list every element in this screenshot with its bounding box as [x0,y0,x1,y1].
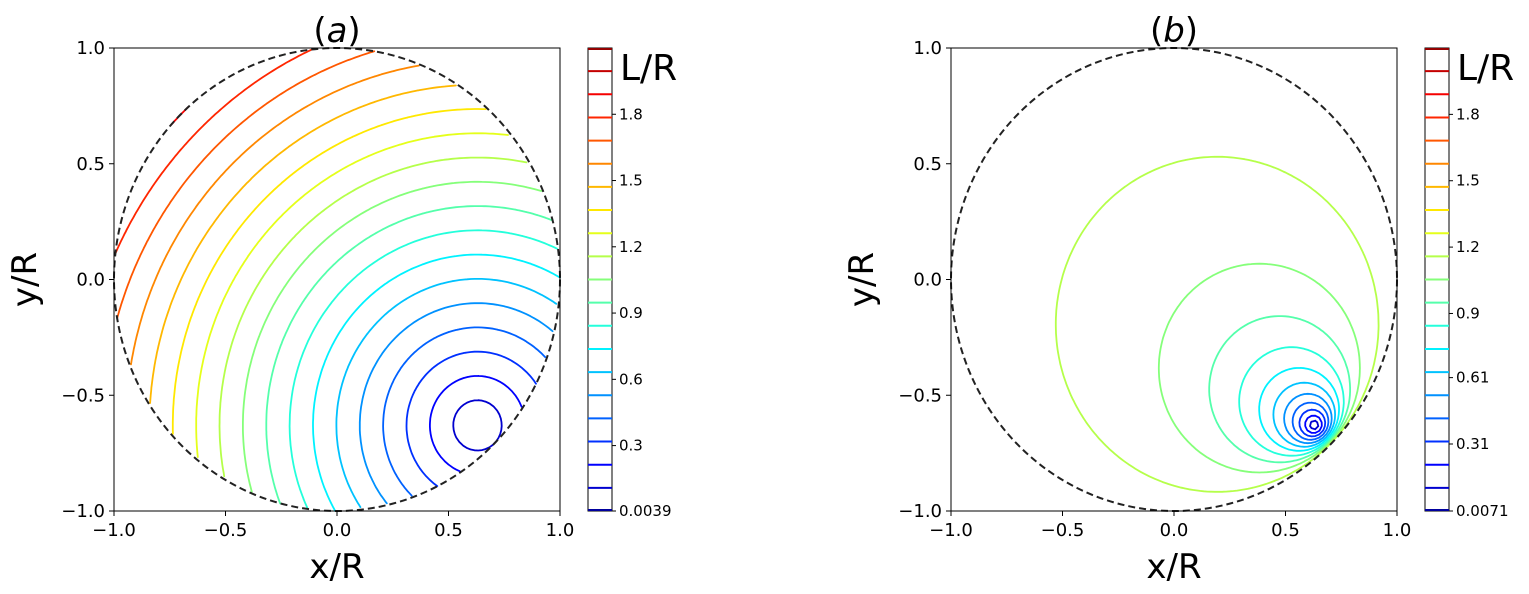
contour-line-2 [1304,414,1323,434]
contour-line-8 [288,229,558,509]
colorbar: 0.0039 0.3 0.6 0.9 1.2 1.5 1.8 [587,47,672,520]
y-tick-label: 0.5 [76,154,105,175]
panel-title: (b) [1150,11,1198,51]
colorbar-tick-label: 1.8 [619,105,643,123]
colorbar-tick-label: 0.31 [1456,435,1489,453]
contour-line-5 [358,302,554,505]
contour-line-1 [452,399,503,452]
y-tick-label: −1.0 [898,501,942,522]
y-tick-label: 1.0 [913,38,942,59]
contour-line-10 [1157,262,1361,474]
y-tick-label: 1.0 [76,38,105,59]
y-tick-label: −0.5 [61,385,105,406]
colorbar: 0.0071 0.31 0.61 0.9 1.2 1.5 1.8 [1424,47,1509,520]
panel-title: (a) [313,11,360,51]
colorbar-label: L/R [1457,48,1514,89]
y-tick-label: 0.5 [913,154,942,175]
x-tick-label: 0.0 [1160,520,1189,541]
contour-line-15 [130,64,420,366]
colorbar-tick-label: 1.5 [1456,172,1480,190]
x-tick-label: 1.0 [546,520,575,541]
contour-line-9 [1208,315,1351,464]
contour-line-4 [1291,401,1330,441]
x-tick-label: −1.0 [929,520,973,541]
contour-line-11 [218,156,528,478]
x-tick-label: −1.0 [92,520,136,541]
contour-line-7 [312,253,561,512]
contour-line-1 [1309,419,1320,431]
colorbar-tick-label: 0.0071 [1456,502,1509,520]
contour-line-3 [1298,408,1327,438]
contour-line-11 [1054,155,1380,493]
contour-line-14 [149,84,457,404]
y-axis-label: y/R [842,252,882,307]
contour-line-5 [1283,392,1333,445]
colorbar-tick-label: 0.6 [619,370,643,388]
contour-line-13 [171,108,487,435]
x-axis-label: x/R [1146,547,1201,587]
contour-line-6 [1272,381,1336,448]
colorbar-tick-label: 0.3 [619,437,643,455]
contour-line-7 [1258,367,1340,452]
colorbar-tick-label: 0.0039 [619,502,672,520]
contour-line-8 [1238,346,1345,457]
x-tick-label: −0.5 [1041,520,1085,541]
x-tick-label: 0.5 [1271,520,1300,541]
colorbar-tick-label: 0.9 [1456,304,1480,322]
y-ticks: −1.0 −0.5 0.0 0.5 1.0 [61,38,114,522]
panel-a: −1.0 −0.5 0.0 0.5 1.0 −1.0−0.50.00.51.0 (a) … [5,11,677,587]
x-ticks: −1.0 −0.5 0.0 0.5 1.0 [929,511,1411,541]
y-tick-label: 0.0 [913,270,942,291]
x-tick-label: 1.0 [1383,520,1412,541]
x-tick-label: 0.0 [323,520,352,541]
contour-lines [114,49,561,512]
colorbar-tick-label: 1.5 [619,172,643,190]
y-tick-label: 0.0 [76,270,105,291]
contour-line-2 [429,375,523,473]
colorbar-tick-label: 1.2 [619,238,643,256]
x-tick-label: −0.5 [204,520,248,541]
contour-line-10 [242,180,543,493]
x-ticks: −1.0 −0.5 0.0 0.5 1.0 [92,511,574,541]
colorbar-tick-label: 0.61 [1456,369,1489,387]
contour-line-4 [382,326,546,497]
y-axis-label: y/R [5,252,45,307]
y-ticks: −1.0 −0.5 0.0 0.5 1.0 [898,38,951,522]
x-axis-label: x/R [309,547,364,587]
contour-line-6 [335,278,558,508]
contour-line-3 [405,350,537,487]
colorbar-label: L/R [620,48,677,89]
y-tick-label: −0.5 [898,385,942,406]
colorbar-tick-label: 1.2 [1456,238,1480,256]
x-tick-label: 0.5 [434,520,463,541]
contour-line-12 [195,132,509,458]
y-tick-label: −1.0 [61,501,105,522]
panel-b: −1.0 −0.5 0.0 0.5 1.0 −1.0−0.50.00.51.0 (b) … [842,11,1514,587]
contour-line-9 [265,205,554,505]
colorbar-tick-label: 1.8 [1456,105,1480,123]
contour-lines [1054,155,1380,493]
colorbar-tick-label: 0.9 [619,304,643,322]
